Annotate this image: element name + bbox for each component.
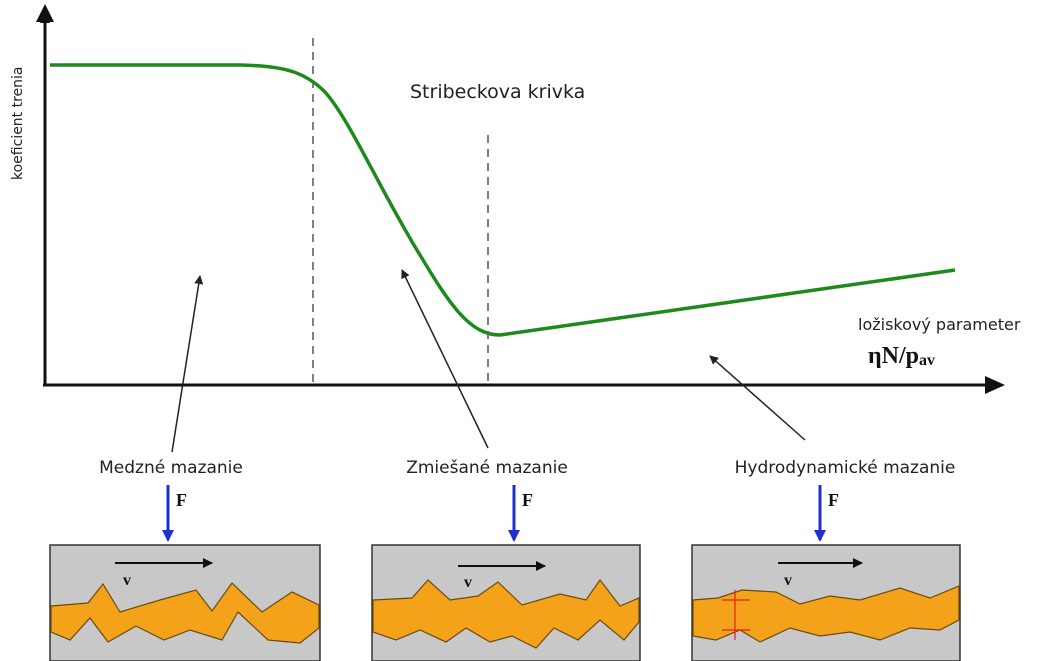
regime-illustration: F v bbox=[372, 485, 640, 661]
regime-illustration: F v bbox=[50, 485, 320, 661]
y-axis-label: koeficient trenia bbox=[10, 66, 26, 180]
regime-label: Hydrodynamické mazanie bbox=[735, 458, 956, 478]
y-axis-arrow bbox=[36, 4, 54, 22]
x-axis-arrow bbox=[985, 376, 1005, 394]
velocity-label: v bbox=[464, 574, 472, 591]
velocity-label: v bbox=[784, 572, 792, 589]
regime-label: Zmiešané mazanie bbox=[406, 458, 568, 478]
diagram: koeficient trenia Stribeckova krivka lož… bbox=[0, 0, 1064, 661]
curve-label: Stribeckova krivka bbox=[410, 81, 585, 103]
x-axis-label: ložiskový parameter bbox=[858, 315, 1021, 334]
pointer-arrow bbox=[172, 276, 200, 452]
page: koeficient trenia Stribeckova krivka lož… bbox=[0, 0, 1064, 661]
force-label: F bbox=[828, 490, 839, 510]
force-label: F bbox=[176, 490, 187, 510]
formula-subscript: av bbox=[919, 352, 935, 369]
formula: ηN/p bbox=[868, 343, 919, 369]
velocity-label: v bbox=[123, 572, 131, 589]
stribeck-curve bbox=[50, 65, 955, 335]
regime-label: Medzné mazanie bbox=[99, 458, 243, 478]
regime-illustration: F v bbox=[692, 485, 960, 661]
x-axis-formula: ηN/pav bbox=[868, 343, 935, 369]
pointer-arrow bbox=[710, 356, 805, 440]
force-label: F bbox=[522, 490, 533, 510]
